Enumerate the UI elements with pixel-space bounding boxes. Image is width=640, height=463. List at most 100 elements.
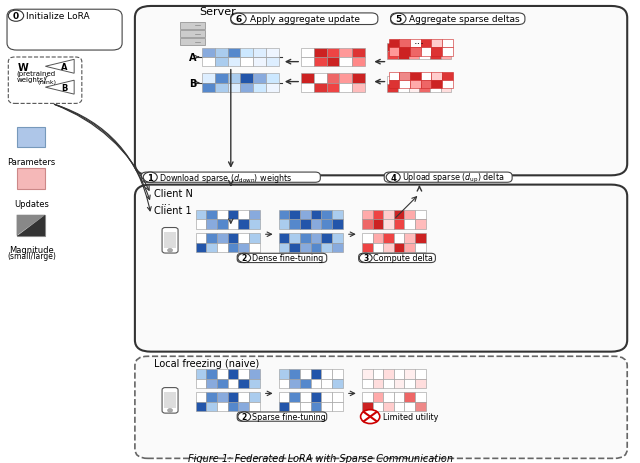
Text: 2: 2 [242, 254, 247, 263]
Bar [196, 220, 206, 229]
Bar [332, 393, 342, 402]
Bar [332, 402, 342, 411]
Bar [279, 243, 289, 252]
Circle shape [390, 14, 406, 25]
Bar [415, 369, 426, 379]
Bar [372, 402, 383, 411]
Bar [399, 48, 410, 56]
Bar [362, 220, 372, 229]
Bar [383, 402, 394, 411]
Bar [410, 73, 420, 81]
Circle shape [360, 410, 380, 424]
Bar [238, 234, 249, 243]
Text: weights): weights) [17, 76, 47, 83]
Bar [300, 220, 311, 229]
Bar [217, 402, 228, 411]
Bar [332, 234, 342, 243]
Bar [394, 369, 404, 379]
Bar [215, 83, 228, 93]
Bar [415, 393, 426, 402]
Bar [249, 211, 260, 220]
Bar [372, 211, 383, 220]
Text: Updates: Updates [14, 199, 49, 208]
Bar [228, 369, 238, 379]
Circle shape [238, 412, 251, 421]
Bar [217, 234, 228, 243]
Bar [326, 83, 339, 93]
Bar [300, 393, 311, 402]
Text: Download sparse ($d_\mathrm{down}$) weights: Download sparse ($d_\mathrm{down}$) weig… [159, 171, 292, 184]
Bar [399, 73, 410, 81]
Bar [238, 220, 249, 229]
Bar [311, 243, 321, 252]
Bar [415, 234, 426, 243]
Bar [321, 220, 332, 229]
Bar [289, 369, 300, 379]
Bar [238, 393, 249, 402]
Bar [372, 369, 383, 379]
Bar [279, 369, 289, 379]
Circle shape [386, 173, 400, 183]
FancyBboxPatch shape [8, 58, 82, 104]
Bar [311, 369, 321, 379]
Bar [311, 379, 321, 388]
Text: Initialize LoRA: Initialize LoRA [26, 12, 90, 21]
Bar [311, 234, 321, 243]
Bar [279, 211, 289, 220]
Bar [300, 402, 311, 411]
Bar [372, 379, 383, 388]
Text: Upload sparse ($d_\mathrm{up}$) delta: Upload sparse ($d_\mathrm{up}$) delta [402, 171, 504, 184]
Bar [241, 83, 253, 93]
Polygon shape [45, 60, 74, 74]
Text: Local freezing (naive): Local freezing (naive) [154, 358, 259, 369]
FancyBboxPatch shape [7, 10, 122, 51]
Bar [253, 83, 266, 93]
Bar [404, 211, 415, 220]
Bar [420, 48, 431, 56]
FancyBboxPatch shape [135, 185, 627, 352]
Text: B: B [189, 78, 196, 88]
Bar [249, 220, 260, 229]
Polygon shape [45, 81, 74, 95]
Bar [321, 379, 332, 388]
Bar [431, 48, 442, 56]
Bar [409, 76, 419, 84]
FancyBboxPatch shape [358, 254, 435, 263]
Bar [300, 234, 311, 243]
Bar [206, 220, 217, 229]
Bar [339, 49, 352, 58]
Bar [249, 369, 260, 379]
Bar [409, 44, 419, 52]
Bar [279, 220, 289, 229]
Bar [339, 74, 352, 83]
Circle shape [359, 254, 372, 263]
Text: 0: 0 [13, 12, 19, 21]
Bar [228, 379, 238, 388]
Circle shape [168, 408, 173, 412]
Bar [387, 44, 398, 52]
Bar [398, 52, 409, 60]
FancyBboxPatch shape [162, 228, 178, 254]
Bar [228, 211, 238, 220]
Bar [314, 74, 326, 83]
Bar [253, 58, 266, 67]
Text: (small/large): (small/large) [7, 251, 56, 260]
Bar [206, 243, 217, 252]
Bar [266, 58, 279, 67]
Bar [394, 220, 404, 229]
Polygon shape [17, 215, 45, 236]
Bar [164, 392, 176, 408]
FancyBboxPatch shape [390, 14, 525, 25]
Bar [238, 211, 249, 220]
Bar [404, 393, 415, 402]
Bar [420, 40, 431, 48]
Bar [398, 44, 409, 52]
Bar [314, 49, 326, 58]
Text: (rank): (rank) [37, 80, 56, 85]
Bar [289, 402, 300, 411]
Bar [311, 211, 321, 220]
Bar [431, 73, 442, 81]
Bar [238, 243, 249, 252]
Circle shape [231, 14, 246, 25]
Bar [420, 73, 431, 81]
